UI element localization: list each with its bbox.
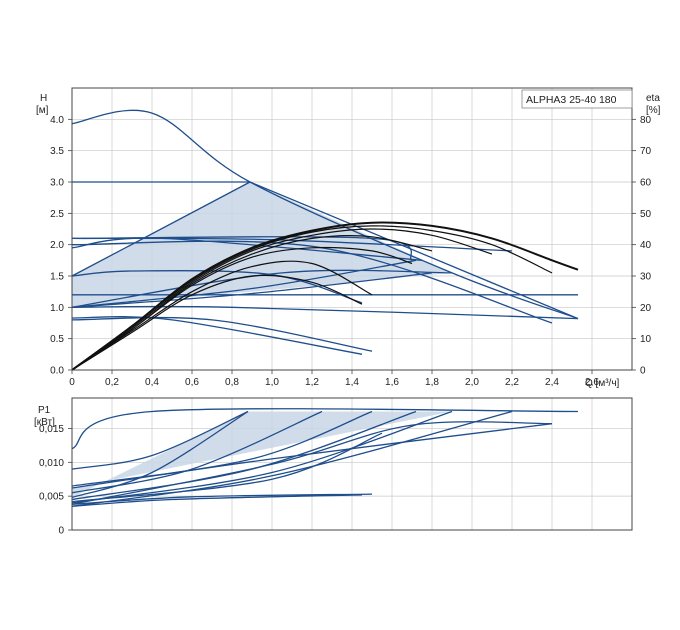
y-axis-label-name: H <box>40 93 47 104</box>
power-curve <box>71 493 373 505</box>
model-label: ALPHA3 25-40 180 <box>526 94 617 106</box>
head-curve <box>71 316 363 355</box>
x-tick-label: 1,8 <box>425 377 439 388</box>
head-curve <box>71 181 251 277</box>
power-axis-label-unit: [кВт] <box>34 417 55 428</box>
y-tick-label: 2.0 <box>50 240 64 251</box>
power-tick-label: 0,015 <box>39 424 64 435</box>
head-curve <box>71 109 579 320</box>
efficiency-curve <box>71 274 363 371</box>
power-curve <box>71 421 553 505</box>
power-curve <box>71 410 249 470</box>
x-tick-label: 2,0 <box>465 377 479 388</box>
x-tick-label: 0,4 <box>145 377 159 388</box>
power-curve <box>71 410 323 494</box>
head-curve <box>249 181 579 320</box>
x-tick-label: 0 <box>69 377 75 388</box>
y-tick-label: 1.0 <box>50 303 64 314</box>
y-tick-label: 3.5 <box>50 146 64 157</box>
bottom-panel-shaded-region <box>72 411 452 498</box>
efficiency-curves <box>71 221 579 371</box>
power-curve <box>71 410 513 507</box>
x-tick-label: 1,4 <box>345 377 359 388</box>
power-curve <box>71 410 249 499</box>
efficiency-curve <box>71 246 413 371</box>
power-tick-label: 0,005 <box>39 492 64 503</box>
power-curve <box>71 494 363 507</box>
head-curve <box>71 269 453 308</box>
x-tick-label: 1,2 <box>305 377 319 388</box>
x-tick-label: 0,6 <box>185 377 199 388</box>
power-curve <box>71 408 579 450</box>
y2-tick-label: 10 <box>640 334 652 345</box>
x-tick-label: 1,6 <box>385 377 399 388</box>
power-tick-label: 0,010 <box>39 458 64 469</box>
head-curve <box>71 305 579 320</box>
x-tick-label: 1,0 <box>265 377 279 388</box>
y-axis-label-unit: [м] <box>36 105 49 116</box>
power-curves <box>71 408 579 507</box>
y-tick-label: 0.0 <box>50 366 64 377</box>
y-tick-label: 1.5 <box>50 272 64 283</box>
y2-tick-label: 20 <box>640 303 652 314</box>
axis-ticks: 0 0,2 0,4 0,6 0,8 1,0 1,2 1,4 1,6 1,8 2,0 2,2 2,4 2,6… <box>39 115 652 537</box>
y2-tick-label: 0 <box>640 366 646 377</box>
head-curve <box>71 272 433 308</box>
efficiency-curve <box>71 228 493 371</box>
x-tick-label: 2,4 <box>545 377 559 388</box>
y2-tick-label: 60 <box>640 178 652 189</box>
y2-tick-label: 80 <box>640 115 652 126</box>
y2-axis-label-unit: [%] <box>646 105 661 116</box>
model-label-box <box>521 89 633 109</box>
power-curve <box>71 432 383 503</box>
x-tick-label: 0,8 <box>225 377 239 388</box>
power-tick-label: 0 <box>58 526 64 537</box>
y-tick-label: 0.5 <box>50 334 64 345</box>
y2-tick-label: 70 <box>640 146 652 157</box>
y2-tick-label: 50 <box>640 209 652 220</box>
y-tick-label: 3.0 <box>50 178 64 189</box>
head-curve <box>71 237 423 261</box>
power-range-area <box>72 411 452 498</box>
y2-tick-label: 40 <box>640 240 652 251</box>
y2-axis-label-name: eta <box>646 93 660 104</box>
x-tick-label: 2,6 <box>585 377 599 388</box>
power-curve <box>71 423 553 489</box>
head-curve <box>71 316 373 352</box>
x-tick-label: 0,2 <box>105 377 119 388</box>
y2-tick-label: 30 <box>640 272 652 283</box>
y-tick-label: 2.5 <box>50 209 64 220</box>
bottom-panel-frame <box>71 397 633 531</box>
efficiency-curve <box>71 260 373 371</box>
power-axis-label-name: P1 <box>38 405 51 416</box>
x-tick-label: 2,2 <box>505 377 519 388</box>
y-tick-label: 4.0 <box>50 115 64 126</box>
power-curve <box>71 410 373 487</box>
x-axis-label: Q [м³/ч] <box>585 378 620 389</box>
head-curve <box>71 259 417 308</box>
efficiency-curve <box>71 225 553 371</box>
